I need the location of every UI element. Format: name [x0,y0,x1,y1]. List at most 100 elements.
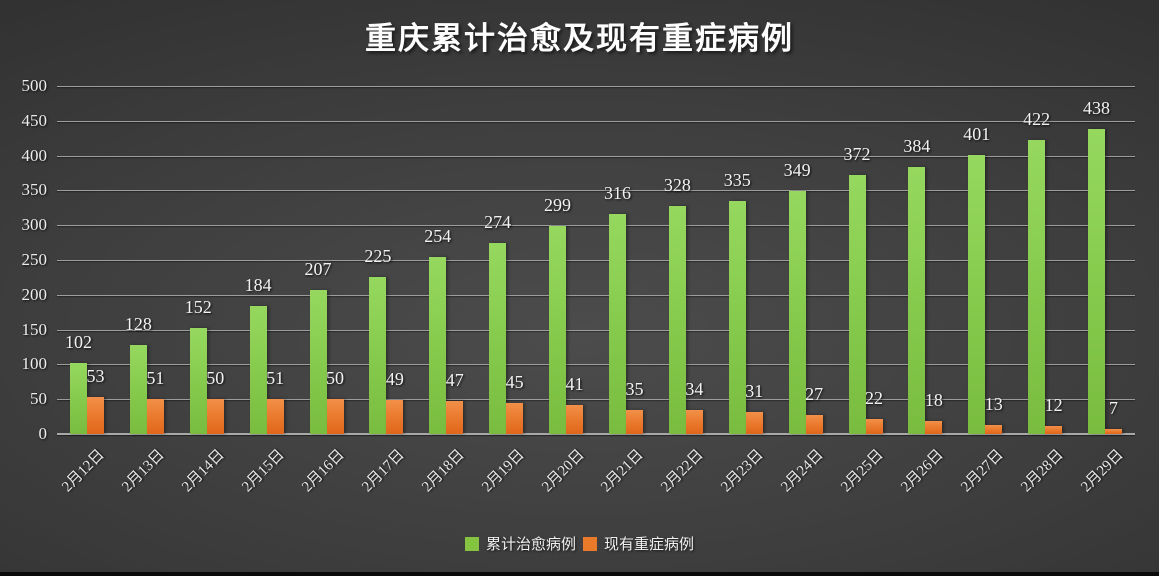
x-tick-label: 2月15日 [239,446,288,496]
bar-severe [805,415,823,434]
data-label-cured: 335 [723,169,751,190]
x-tick-label: 2月19日 [478,446,528,496]
bar-severe [386,399,404,434]
data-label-severe: 51 [266,367,285,388]
data-label-cured: 372 [843,144,871,165]
data-label-cured: 184 [244,274,272,295]
data-label-severe: 50 [206,368,225,389]
data-label-cured: 401 [963,123,991,144]
y-tick-label: 300 [21,215,48,235]
x-tick-label: 2月27日 [957,446,1007,496]
data-label-cured: 225 [364,246,392,267]
bar-cured [489,243,507,434]
gridline [57,294,1135,296]
data-label-severe: 45 [505,371,524,392]
bar-severe [925,421,943,434]
bar-cured [129,344,147,434]
data-label-severe: 31 [745,381,764,402]
bar-severe [745,412,763,434]
bar-cured [728,200,746,434]
bar-cured [908,166,926,434]
data-label-severe: 18 [924,390,943,411]
bar-cured [369,277,387,434]
data-label-severe: 35 [625,378,644,399]
bar-severe [506,402,524,434]
data-label-severe: 51 [146,367,165,388]
data-label-severe: 47 [445,370,464,391]
data-label-severe: 41 [565,374,584,395]
y-tick-label: 350 [21,180,48,200]
data-label-severe: 22 [865,387,883,408]
y-tick-label: 500 [21,76,48,95]
data-label-cured: 438 [1083,98,1111,119]
gridline [57,120,1135,122]
data-label-cured: 254 [424,226,452,247]
data-label-severe: 34 [685,379,704,400]
data-label-cured: 349 [783,160,811,181]
x-tick-label: 2月24日 [778,446,827,496]
bar-cured [668,205,686,434]
data-label-cured: 128 [124,313,152,334]
bar-severe [985,424,1003,434]
x-tick-label: 2月22日 [658,446,707,496]
x-tick-label: 2月28日 [1017,446,1067,496]
data-label-severe: 27 [805,384,824,405]
chart-bottom-border [0,572,1159,576]
y-tick-label: 50 [30,389,47,409]
bar-severe [86,397,104,434]
x-tick-label: 2月16日 [299,446,348,496]
legend-swatch-cured-icon [464,536,479,551]
x-tick-label: 2月26日 [898,446,947,496]
gridline [57,433,1135,435]
bar-cured [249,305,267,434]
x-tick-label: 2月23日 [718,446,767,496]
bar-cured [549,225,567,434]
gridline [57,86,1135,87]
data-label-severe: 53 [86,366,105,387]
data-label-cured: 316 [603,183,631,204]
legend-label-cured: 累计治愈病例 [485,536,576,553]
bar-severe [685,410,703,434]
data-label-cured: 102 [64,332,92,353]
bar-cured [189,328,207,434]
bar-cured [608,214,626,434]
legend: 累计治愈病例 现有重症病例 [0,533,1159,554]
bar-cured [968,154,986,434]
gridline [57,190,1135,192]
bar-cured [429,257,447,434]
bar-severe [566,405,584,434]
data-label-severe: 50 [326,368,344,389]
data-label-cured: 152 [184,297,212,318]
bar-severe [865,418,883,434]
x-tick-label: 2月29日 [1077,446,1127,496]
gridline [57,225,1135,227]
x-tick-label: 2月18日 [418,446,468,496]
bar-severe [625,409,643,434]
data-label-cured: 384 [903,135,931,156]
x-tick-label: 2月13日 [119,446,168,496]
bar-severe [206,399,224,434]
data-label-severe: 12 [1044,394,1063,415]
data-label-cured: 274 [484,212,512,233]
x-tick-label: 2月17日 [359,446,408,496]
bar-severe [146,398,164,434]
bar-severe [446,401,464,434]
x-tick-label: 2月14日 [179,446,228,496]
data-label-cured: 328 [663,174,691,195]
data-label-cured: 422 [1023,109,1051,130]
y-tick-label: 400 [21,145,48,165]
x-tick-label: 2月20日 [538,446,588,496]
gridline [57,364,1135,366]
gridline [57,260,1135,261]
data-label-cured: 207 [304,258,332,279]
bar-cured [1088,129,1106,434]
bar-severe [1045,425,1063,434]
x-tick-label: 2月25日 [838,446,887,496]
legend-swatch-severe-icon [583,536,597,551]
gridline [57,155,1135,157]
bar-severe [326,399,344,434]
plot-area: 102 53 128 51 152 50 184 51 207 50 225 49 254 47 274 45… [57,86,1135,435]
data-label-severe: 13 [984,393,1003,414]
bar-cured [1028,140,1046,434]
bar-cured [788,191,806,434]
